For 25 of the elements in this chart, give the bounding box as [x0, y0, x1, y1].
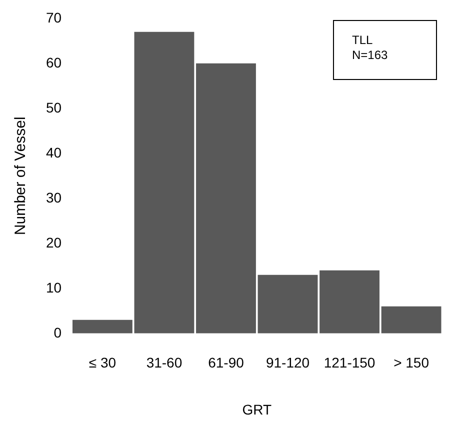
y-tick-label: 0 — [54, 324, 62, 340]
note-box: TLL N=163 — [333, 20, 437, 80]
y-axis-title: Number of Vessel — [12, 116, 30, 236]
bar — [72, 320, 132, 334]
y-tick-label: 70 — [46, 9, 62, 26]
x-tick-label: 121-150 — [324, 354, 376, 371]
y-tick-label: 50 — [46, 99, 62, 116]
x-tick-label: > 150 — [394, 354, 430, 371]
y-tick-label: 10 — [46, 279, 62, 296]
x-tick-label: 91-120 — [266, 354, 310, 371]
y-tick-label: 60 — [46, 54, 62, 70]
y-tick-label: 20 — [46, 234, 62, 250]
x-tick-label: 31-60 — [146, 354, 182, 371]
bar — [381, 306, 442, 334]
annotation: TLL — [352, 33, 374, 48]
bar — [134, 32, 194, 334]
y-tick-label: 40 — [46, 144, 62, 160]
bar — [196, 63, 256, 334]
x-tick-label: 61-90 — [208, 354, 244, 371]
y-tick-label: 30 — [46, 189, 62, 206]
bar — [320, 270, 380, 334]
x-axis-title: GRT — [242, 401, 272, 418]
annotation: N=163 — [352, 48, 389, 63]
bar — [258, 274, 318, 334]
x-tick-label: ≤ 30 — [88, 354, 116, 371]
